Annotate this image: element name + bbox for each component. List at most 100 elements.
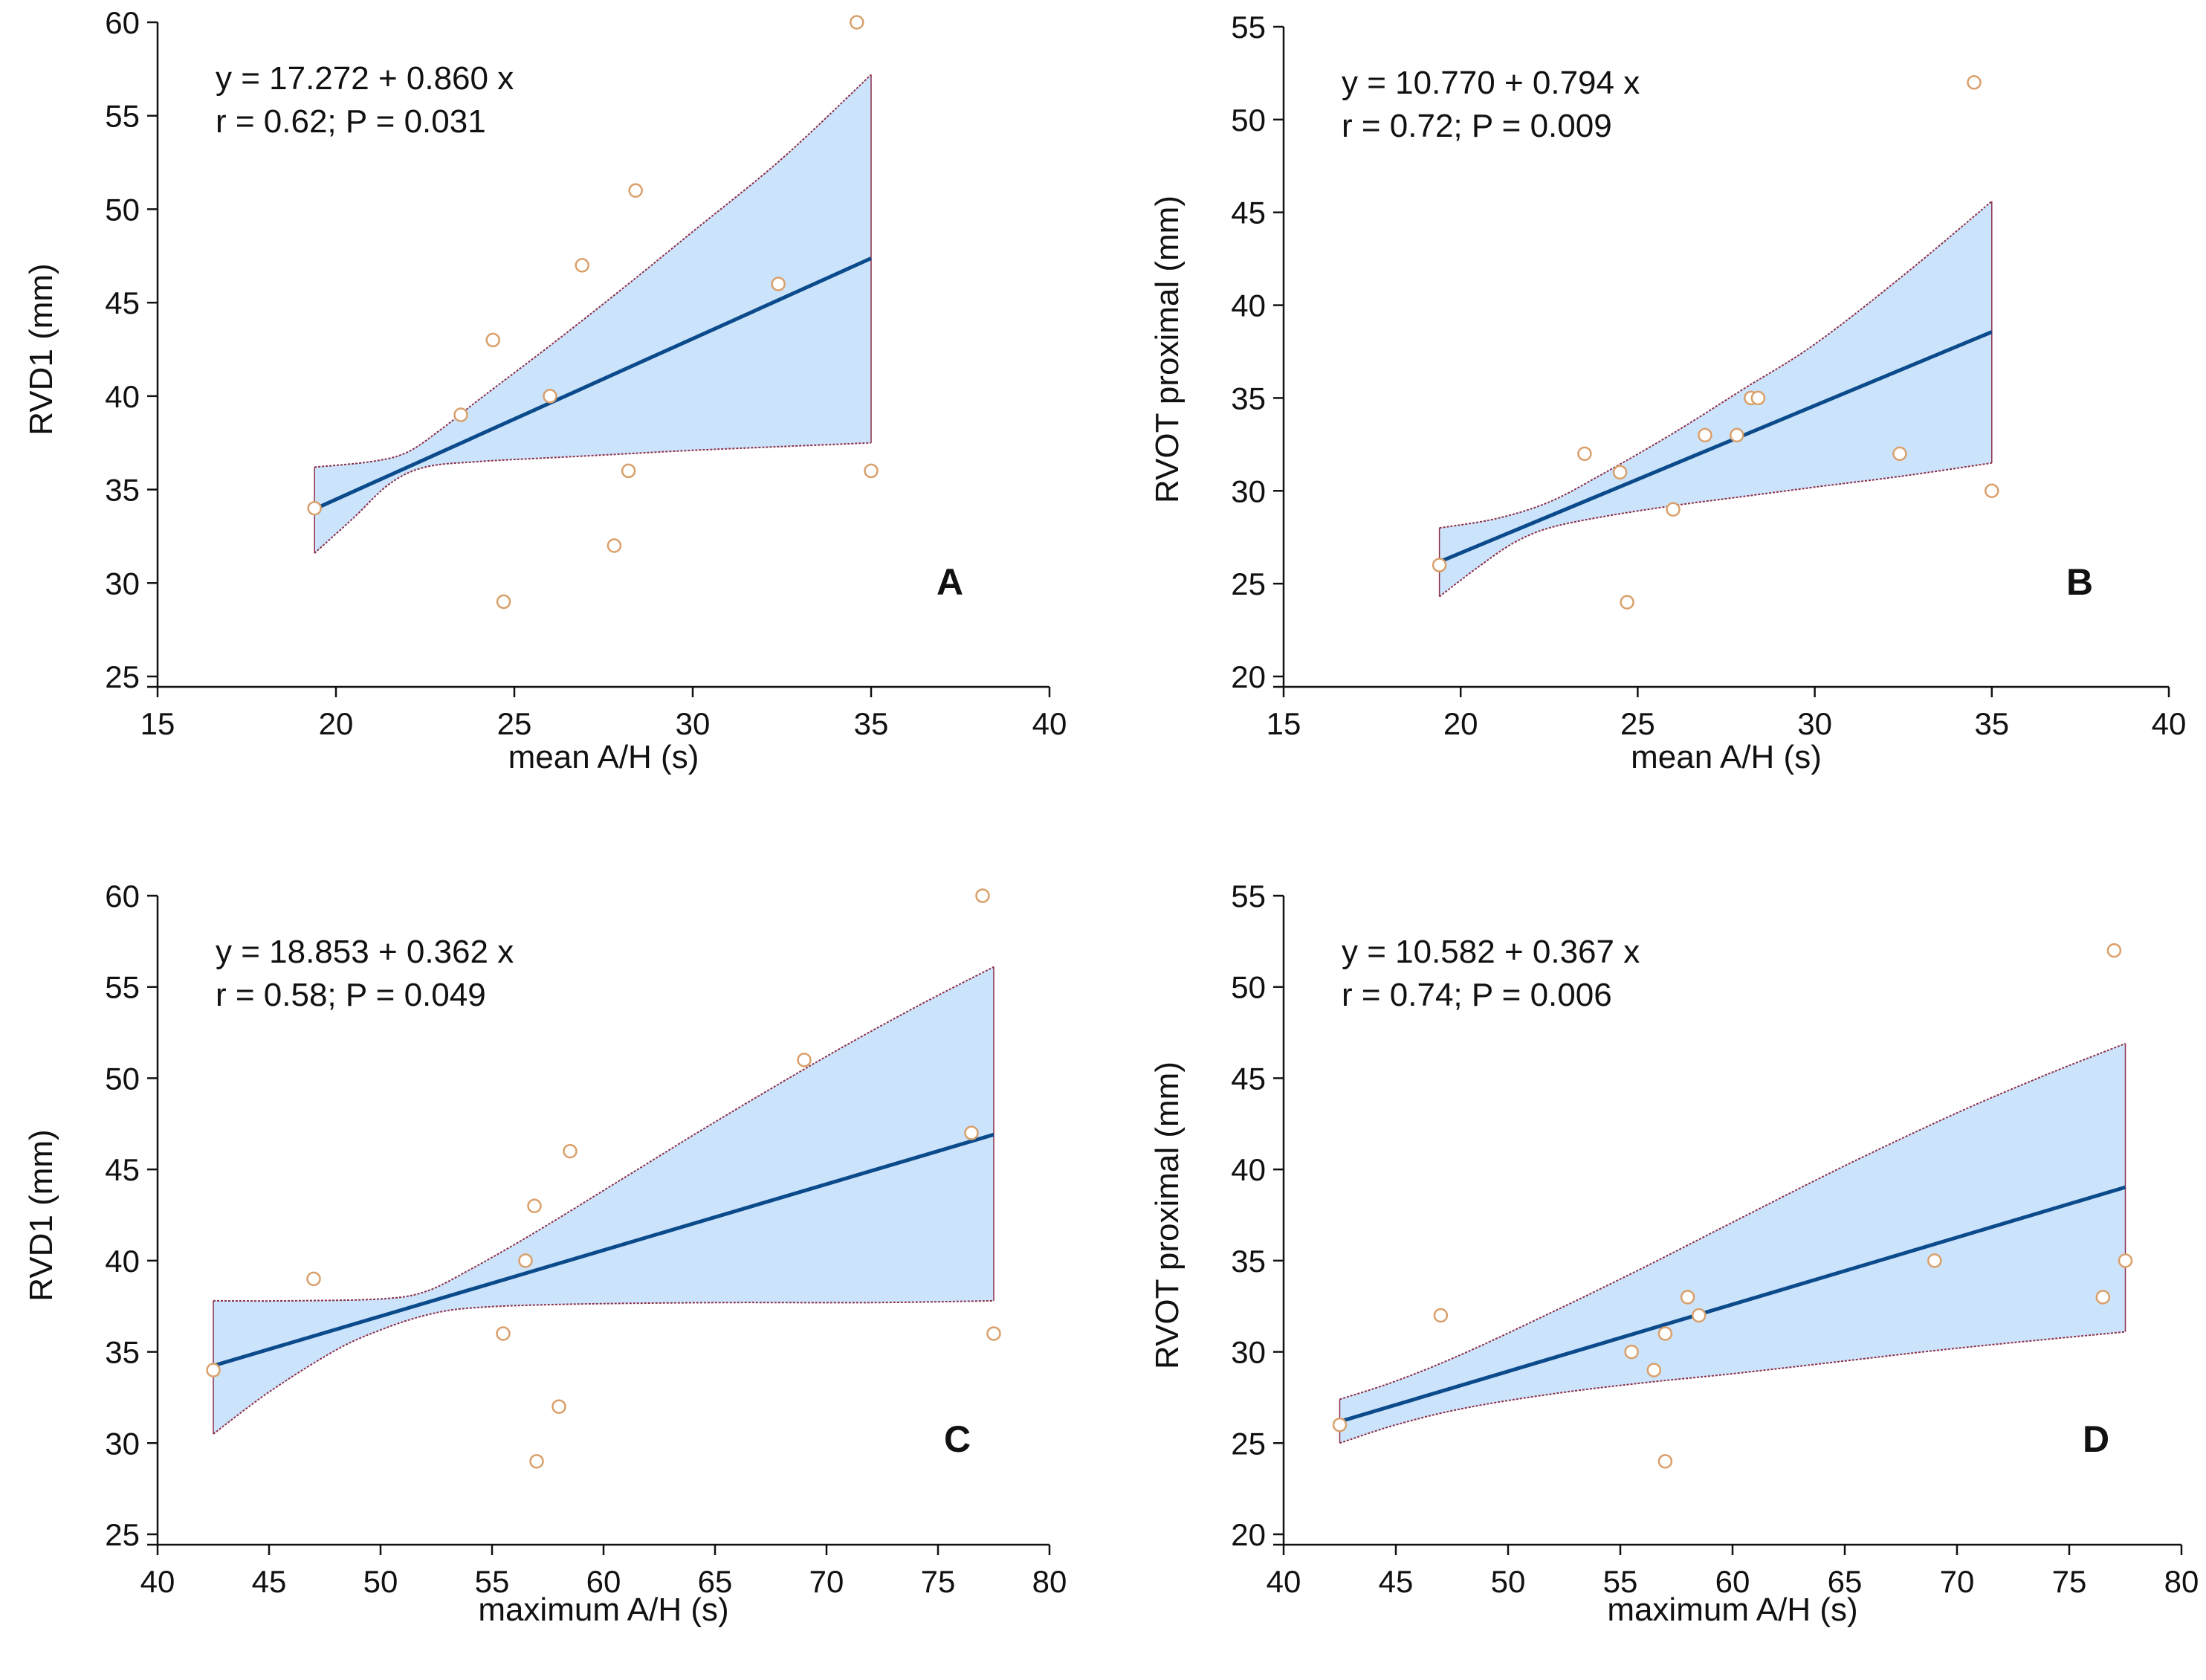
data-point <box>1698 427 1712 443</box>
y-tick-label: 35 <box>105 473 140 508</box>
x-tick-label: 45 <box>1379 1564 1414 1599</box>
x-tick-label: 20 <box>1443 706 1478 741</box>
y-tick-label: 45 <box>1231 196 1266 230</box>
data-point <box>607 538 622 553</box>
x-tick-label: 75 <box>2052 1564 2087 1599</box>
y-tick-label: 35 <box>1231 1244 1266 1279</box>
x-tick-label: 15 <box>140 706 175 741</box>
correlation-stats: r = 0.74; P = 0.006 <box>1342 977 1612 1013</box>
x-tick-label: 40 <box>140 1564 175 1599</box>
x-tick-label: 60 <box>1715 1564 1750 1599</box>
y-tick-label: 45 <box>105 1152 140 1187</box>
data-point <box>628 183 643 198</box>
data-point <box>1612 465 1628 480</box>
data-point <box>1433 1308 1449 1323</box>
x-tick-label: 50 <box>1491 1564 1526 1599</box>
panel-letter: D <box>2083 1418 2109 1460</box>
y-tick-label: 55 <box>105 99 140 134</box>
data-point <box>621 463 636 479</box>
data-point <box>964 1125 979 1140</box>
y-tick-label: 40 <box>1231 288 1266 323</box>
regression-equation: y = 17.272 + 0.860 x <box>216 60 514 97</box>
y-tick-label: 45 <box>1231 1061 1266 1096</box>
data-point <box>518 1253 533 1268</box>
x-tick-label: 40 <box>1267 1564 1301 1599</box>
x-tick-label: 30 <box>676 706 711 741</box>
x-tick-label: 50 <box>363 1564 398 1599</box>
data-point <box>1967 75 1982 90</box>
confidence-band <box>314 74 871 554</box>
x-tick-label: 70 <box>809 1564 844 1599</box>
x-tick-label: 55 <box>475 1564 510 1599</box>
data-point <box>771 277 786 291</box>
data-point <box>1680 1290 1695 1305</box>
x-tick-label: 20 <box>319 706 354 741</box>
x-tick-label: 55 <box>1603 1564 1638 1599</box>
data-point <box>543 389 557 404</box>
regression-equation: y = 10.582 + 0.367 x <box>1342 934 1640 970</box>
data-point <box>563 1143 578 1159</box>
confidence-band <box>1339 1043 2126 1444</box>
data-point <box>306 1271 321 1287</box>
confidence-band <box>1439 201 1992 597</box>
y-axis-label: RVD1 (mm) <box>23 263 59 435</box>
ci-lower-line <box>213 1299 994 1435</box>
data-point <box>2095 1290 2111 1305</box>
correlation-stats: r = 0.72; P = 0.009 <box>1342 108 1612 144</box>
data-point <box>1691 1308 1707 1323</box>
data-point <box>1646 1363 1662 1377</box>
y-axis-label: RVD1 (mm) <box>23 1129 59 1301</box>
x-tick-label: 35 <box>854 706 889 741</box>
y-tick-label: 45 <box>105 285 140 320</box>
data-point <box>453 407 468 422</box>
data-point <box>1927 1253 1942 1268</box>
data-point <box>485 332 500 348</box>
data-point <box>1985 483 1999 499</box>
y-tick-label: 25 <box>105 1517 140 1552</box>
data-point <box>975 888 990 903</box>
x-tick-label: 80 <box>2164 1564 2199 1599</box>
x-tick-label: 30 <box>1797 706 1832 741</box>
data-point <box>2106 943 2122 958</box>
y-tick-label: 30 <box>1231 474 1266 508</box>
data-point <box>1666 502 1681 517</box>
y-tick-label: 25 <box>1231 1426 1266 1461</box>
data-point <box>864 463 879 479</box>
y-tick-label: 25 <box>105 659 140 694</box>
x-axis-label: mean A/H (s) <box>508 739 699 775</box>
y-tick-label: 20 <box>1231 659 1266 694</box>
panel-d: 20 25 30 35 40 45 50 55 40 45 50 55 60 65 70 75 80 maximu… <box>1149 879 2199 1628</box>
y-tick-label: 40 <box>105 1244 140 1279</box>
data-point <box>1620 595 1634 610</box>
panel-letter: A <box>937 561 963 603</box>
confidence-band <box>213 966 994 1434</box>
regression-line <box>1438 330 1993 564</box>
regression-line <box>1339 1185 2126 1424</box>
y-tick-label: 50 <box>105 1061 140 1096</box>
x-tick-label: 40 <box>2152 706 2187 741</box>
x-axis-label: maximum A/H (s) <box>478 1592 728 1628</box>
data-point <box>1624 1344 1639 1360</box>
x-tick-label: 15 <box>1267 706 1301 741</box>
ci-upper-line <box>213 966 994 1302</box>
data-point <box>2118 1253 2133 1268</box>
data-point <box>1750 390 1766 406</box>
y-axis-label: RVOT proximal (mm) <box>1149 1062 1186 1369</box>
y-tick-label: 60 <box>105 5 140 40</box>
y-tick-label: 30 <box>1231 1335 1266 1370</box>
data-point <box>850 15 864 30</box>
x-tick-label: 65 <box>1828 1564 1863 1599</box>
x-tick-label: 80 <box>1032 1564 1067 1599</box>
x-tick-label: 70 <box>1940 1564 1975 1599</box>
data-point <box>1657 1326 1673 1341</box>
data-point <box>575 258 589 273</box>
y-tick-label: 50 <box>1231 103 1266 138</box>
ci-upper-line <box>314 74 872 468</box>
data-point <box>206 1363 221 1377</box>
x-tick-label: 75 <box>921 1564 956 1599</box>
y-tick-label: 40 <box>1231 1152 1266 1187</box>
x-axis-label: mean A/H (s) <box>1631 739 1822 775</box>
y-tick-label: 55 <box>105 970 140 1005</box>
data-point <box>529 1454 544 1469</box>
